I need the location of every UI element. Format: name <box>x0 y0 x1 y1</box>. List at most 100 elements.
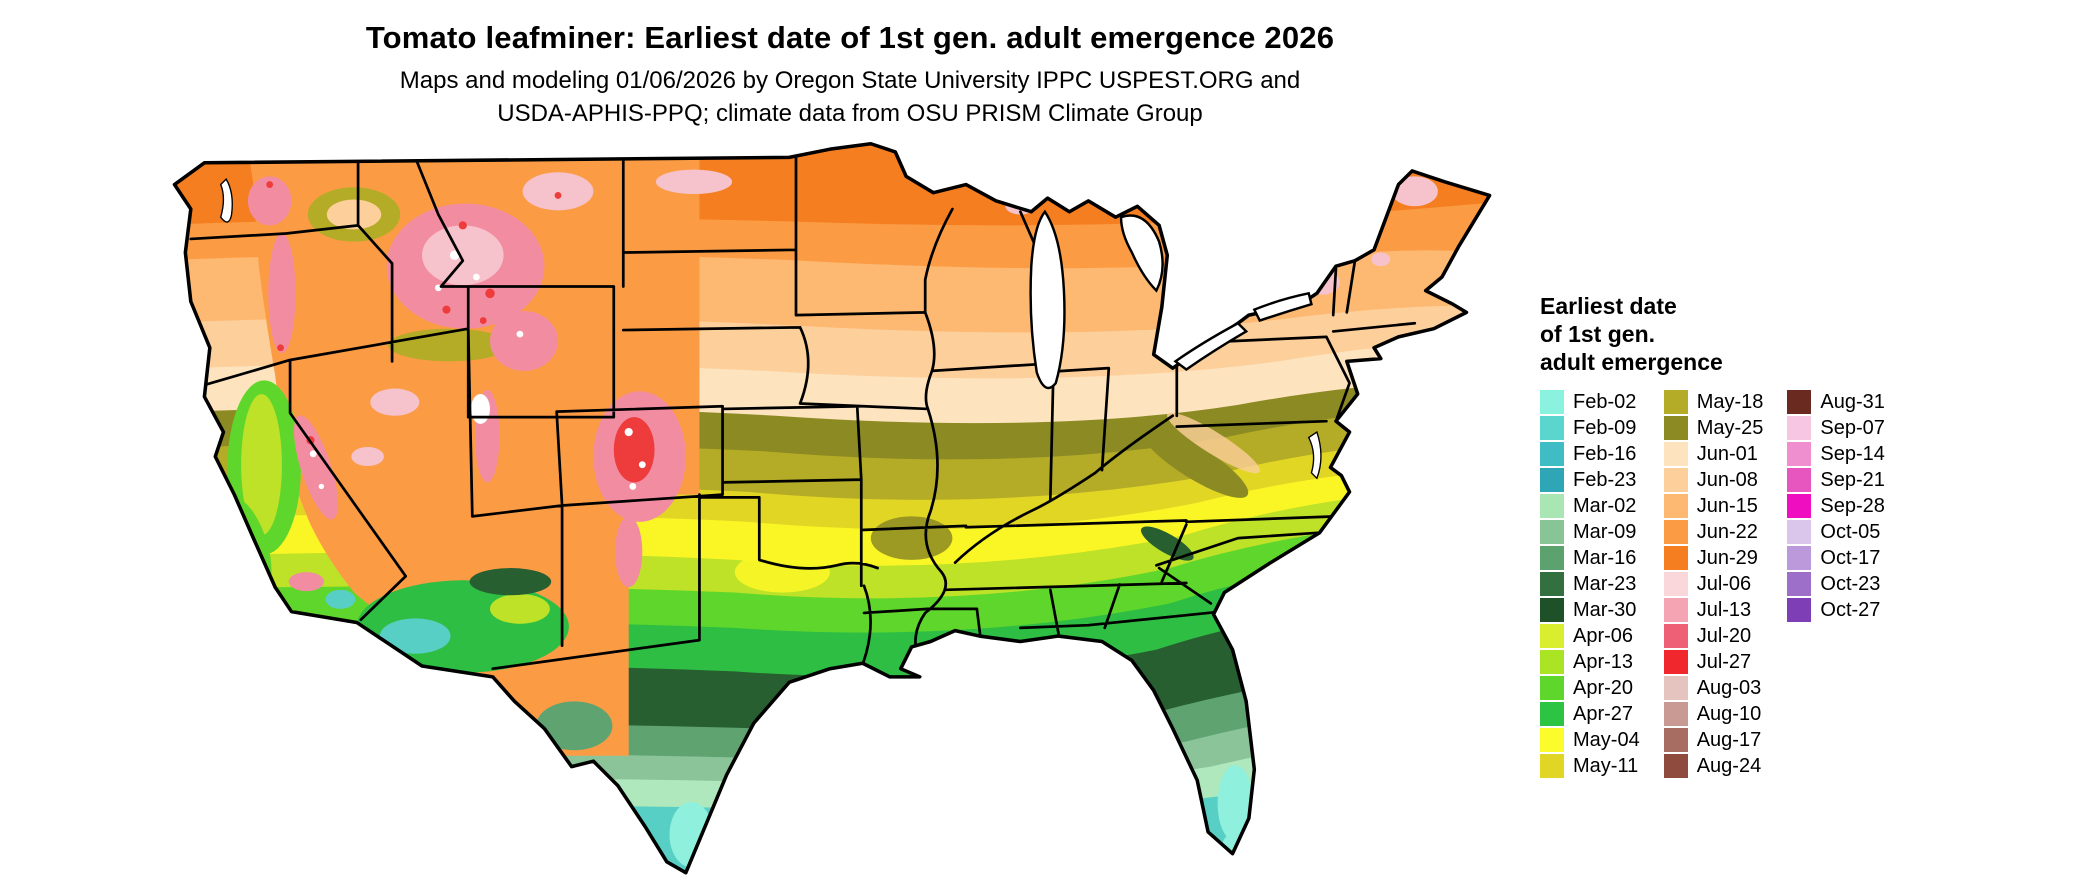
legend-entry: Mar-30 <box>1540 597 1640 623</box>
legend-label: May-04 <box>1573 728 1640 751</box>
legend-entry: Aug-10 <box>1663 701 1764 727</box>
bitterroot-core <box>422 225 504 286</box>
legend-label: Jul-06 <box>1696 572 1752 595</box>
columbia-basin-core <box>326 199 382 230</box>
legend-label: Apr-27 <box>1573 702 1634 725</box>
legend-entry: Mar-02 <box>1540 493 1640 519</box>
legend-label: Oct-05 <box>1820 520 1881 543</box>
legend-entry: Jul-06 <box>1663 571 1764 597</box>
legend-entry: Apr-27 <box>1540 701 1640 727</box>
legend-label: Apr-20 <box>1573 676 1634 699</box>
legend-entry: Mar-09 <box>1540 519 1640 545</box>
legend-swatch <box>1787 390 1812 414</box>
legend-entry: May-04 <box>1540 727 1640 753</box>
legend-label: Mar-23 <box>1573 572 1637 595</box>
legend-swatch <box>1663 390 1688 414</box>
sierra-nevada <box>293 415 338 520</box>
band-mar-sea-green <box>174 655 1490 873</box>
legend-entry: Mar-16 <box>1540 545 1640 571</box>
subtitle-line-2: USDA-APHIS-PPQ; climate data from OSU PR… <box>497 100 1203 127</box>
white-mountains-patch <box>1371 252 1391 267</box>
lake-erie <box>1173 321 1249 372</box>
legend-columns: Feb-02 Feb-09 Feb-16 Feb-23 Mar-02 Mar-09 Mar-… <box>1540 389 1885 779</box>
legend-label: May-18 <box>1696 390 1764 413</box>
legend-label: Aug-31 <box>1820 390 1885 413</box>
texas-hill-yellow <box>734 551 830 593</box>
legend-label: Oct-27 <box>1820 598 1881 621</box>
appalachian-olive-ridge <box>1140 426 1249 498</box>
legend-entry: Aug-17 <box>1663 727 1764 753</box>
us-map-svg <box>172 141 1492 875</box>
legend-entry: Apr-20 <box>1540 675 1640 701</box>
legend-swatch <box>1663 598 1688 622</box>
nevada-range-patch-1 <box>370 388 420 416</box>
nevada-range-patch-2 <box>351 447 384 467</box>
legend-entry: May-18 <box>1663 389 1764 415</box>
legend-swatch <box>1663 728 1688 752</box>
lake-huron <box>1119 214 1164 293</box>
legend-label: Jul-13 <box>1696 598 1752 621</box>
us-emergence-map <box>150 130 1510 881</box>
legend-label: Aug-10 <box>1696 702 1762 725</box>
legend-label: Feb-02 <box>1573 390 1637 413</box>
legend-label: Jul-27 <box>1696 650 1752 673</box>
legend-label: Apr-13 <box>1573 650 1634 673</box>
lake-michigan <box>1029 209 1066 390</box>
legend-entry: Sep-28 <box>1787 493 1885 519</box>
legend-swatch <box>1540 468 1564 492</box>
legend-swatch <box>1540 390 1564 414</box>
legend-entry: Sep-14 <box>1787 441 1885 467</box>
legend-entry: Oct-23 <box>1787 571 1885 597</box>
legend-label: Sep-21 <box>1820 468 1885 491</box>
legend-swatch <box>1787 494 1812 518</box>
legend-swatch <box>1663 702 1688 726</box>
legend-label: Jun-29 <box>1696 546 1758 569</box>
legend-swatch <box>1540 728 1564 752</box>
figure-subtitle: Maps and modeling 01/06/2026 by Oregon S… <box>0 64 1700 130</box>
legend-entry: Jul-27 <box>1663 649 1764 675</box>
legend-label: Sep-07 <box>1820 416 1885 439</box>
legend-label: Mar-16 <box>1573 546 1637 569</box>
legend-swatch <box>1787 546 1812 570</box>
legend-entry: Oct-17 <box>1787 545 1885 571</box>
legend-entry: Oct-05 <box>1787 519 1885 545</box>
legend-label: Aug-24 <box>1696 754 1762 777</box>
legend-label: Sep-14 <box>1820 442 1885 465</box>
legend-swatch <box>1663 520 1688 544</box>
chesapeake-bay <box>1307 431 1322 480</box>
legend-swatch <box>1787 468 1812 492</box>
legend-swatch <box>1663 676 1688 700</box>
legend-label: Feb-23 <box>1573 468 1637 491</box>
yellowstone-wind-river <box>490 311 558 371</box>
sonoran-teal-patch <box>379 618 451 654</box>
north-dakota-patch <box>655 169 733 195</box>
legend-label: May-25 <box>1696 416 1764 439</box>
north-cascades <box>247 176 292 226</box>
legend-label: Feb-16 <box>1573 442 1637 465</box>
legend-entry: Jul-20 <box>1663 623 1764 649</box>
north-maine-patch <box>1391 176 1438 207</box>
legend-label: May-11 <box>1573 754 1639 777</box>
legend-swatch <box>1540 702 1564 726</box>
central-valley <box>241 393 282 536</box>
legend-label: Jun-01 <box>1696 442 1758 465</box>
legend-entry: Feb-09 <box>1540 415 1640 441</box>
legend-swatch <box>1540 650 1564 674</box>
legend-label: Jun-22 <box>1696 520 1758 543</box>
legend-entry: Mar-23 <box>1540 571 1640 597</box>
band-mar-soft-green <box>174 685 1490 873</box>
salton-teal-patch <box>325 589 356 609</box>
legend-swatch <box>1663 754 1688 778</box>
legend-entry: Feb-02 <box>1540 389 1640 415</box>
legend-entry: Sep-21 <box>1787 467 1885 493</box>
subtitle-line-1: Maps and modeling 01/06/2026 by Oregon S… <box>399 67 1301 94</box>
legend-entry: Jun-15 <box>1663 493 1764 519</box>
map-fill-layers <box>174 143 1490 873</box>
legend-swatch <box>1540 676 1564 700</box>
legend-swatch <box>1787 442 1812 466</box>
legend-swatch <box>1663 650 1688 674</box>
band-mar-pale-green <box>174 714 1490 873</box>
legend-column: Aug-31 Sep-07 Sep-14 Sep-21 Sep-28 Oct-05 Oct-… <box>1787 389 1885 779</box>
legend-entry: May-11 <box>1540 753 1640 779</box>
legend-swatch <box>1787 416 1812 440</box>
